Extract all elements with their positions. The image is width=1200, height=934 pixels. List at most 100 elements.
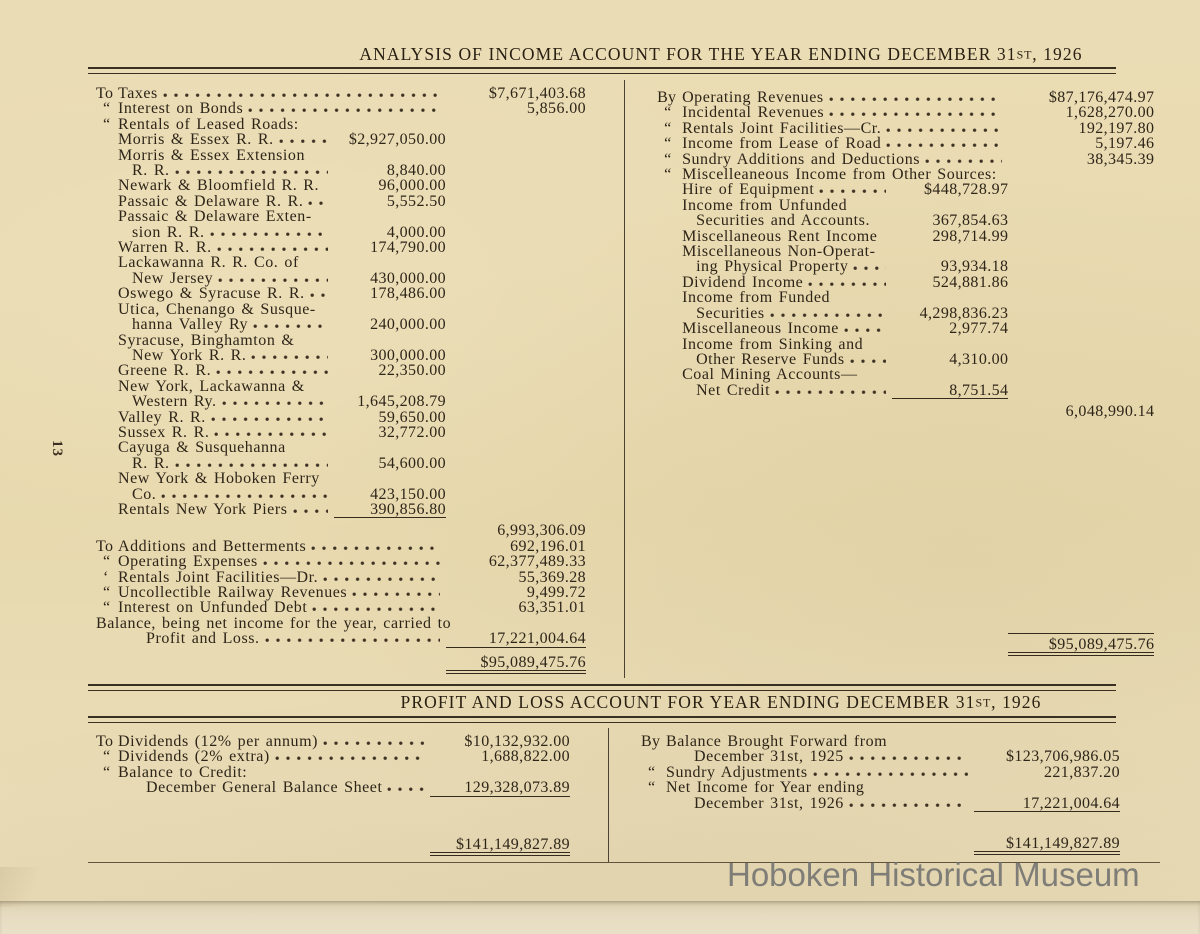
dot-leader xyxy=(216,247,329,253)
ledger-row: Profit and Loss. 17,221,004.64 xyxy=(96,630,587,648)
row-spacer xyxy=(123,530,440,535)
ledger-row: 6,048,990.14 xyxy=(657,403,1154,419)
dot-leader xyxy=(214,431,329,437)
ledger-row: Securities and Accounts. 367,854.63 xyxy=(657,212,1154,230)
row-spacer xyxy=(687,644,1002,649)
row-label: Securities and Accounts. xyxy=(696,212,871,230)
watermark: Hoboken Historical Museum xyxy=(727,856,1140,893)
ledger-row: Morris & Essex R. R. $2,927,050.00 xyxy=(96,132,586,148)
row-amount: 54,600.00 xyxy=(378,454,447,472)
row-amount: 221,837.20 xyxy=(1044,763,1120,781)
row-prefix: By xyxy=(641,733,661,750)
row-label: New Jersey xyxy=(132,269,214,287)
dot-leader xyxy=(174,170,329,176)
dot-leader xyxy=(819,189,887,195)
row-label: Sundry Additions and Deductions xyxy=(682,150,921,168)
ledger-row: Income from Sinking and xyxy=(657,336,1154,352)
row-spacer xyxy=(852,205,1148,210)
row-label: Balance to Credit: xyxy=(118,763,248,781)
row-amount: 1,645,208.79 xyxy=(357,393,447,411)
ledger-row: “ Dividends (2% extra) 1,688,822.00 xyxy=(96,749,570,765)
row-label: Dividends (12% per annum) xyxy=(118,733,318,750)
dot-leader xyxy=(262,561,441,567)
ledger-row: sion R. R. 4,000.00 xyxy=(96,223,586,241)
ledger-row: By Operating Revenues $87,176,474.97 xyxy=(657,89,1154,106)
dot-leader xyxy=(775,389,887,395)
row-label: Morris & Essex Extension xyxy=(118,146,306,164)
dot-leader xyxy=(253,324,329,330)
row-amount: 8,751.54 xyxy=(892,382,1009,400)
income-title-text: ANALYSIS OF INCOME ACCOUNT FOR THE YEAR … xyxy=(359,44,1017,64)
row-spacer xyxy=(252,772,564,777)
row-prefix: “ xyxy=(103,115,111,133)
row-label: ing Physical Property xyxy=(696,258,849,276)
dot-leader xyxy=(925,158,1003,164)
row-label: December General Balance Sheet xyxy=(146,779,383,797)
ledger-row: $95,089,475.76 xyxy=(96,654,587,675)
row-label: Additions and Betterments xyxy=(118,537,307,555)
row-amount: 96,000.00 xyxy=(378,177,447,195)
row-label: Interest on Unfunded Debt xyxy=(118,599,308,617)
row-label: Other Reserve Funds xyxy=(696,350,845,368)
ledger-row: “ Sundry Additions and Deductions 38,345.3… xyxy=(657,150,1154,168)
dot-leader xyxy=(209,231,329,237)
row-label: Profit and Loss. xyxy=(146,630,260,648)
ledger-row: Utica, Chenango & Susque- xyxy=(96,301,586,317)
row-prefix: “ xyxy=(648,779,656,797)
row-label: Securities xyxy=(696,304,765,322)
ledger-row: “ Uncollectible Railway Revenues 9,499.72 xyxy=(96,584,586,600)
row-label: Miscellaneous Rent Income xyxy=(682,227,878,245)
row-amount: $123,706,986.05 xyxy=(1006,748,1120,766)
ledger-row: Warren R. R. 174,790.00 xyxy=(96,239,586,257)
dot-leader xyxy=(221,401,329,407)
ledger-row: Securities 4,298,836.23 xyxy=(657,304,1154,322)
row-label: Income from Unfunded xyxy=(682,196,848,214)
ledger-row: “ Operating Expenses 62,377,489.33 xyxy=(96,553,587,571)
pl-title-text: PROFIT AND LOSS ACCOUNT FOR YEAR ENDING … xyxy=(400,692,976,712)
ledger-row: Syracuse, Binghamton & xyxy=(96,332,586,348)
income-account-title: ANALYSIS OF INCOME ACCOUNT FOR THE YEAR … xyxy=(88,44,1200,65)
dot-leader xyxy=(848,802,968,808)
row-amount: 174,790.00 xyxy=(370,239,447,257)
income-credits-column: By Operating Revenues $87,176,474.97 “ Incid… xyxy=(624,80,1168,678)
dot-leader xyxy=(308,200,329,206)
row-label: Income from Lease of Road xyxy=(682,135,882,153)
row-amount: 62,377,489.33 xyxy=(488,553,587,571)
ledger-row: “ Balance to Credit: xyxy=(96,763,570,781)
row-label: December 31st, 1926 xyxy=(694,794,844,812)
row-label: Warren R. R. xyxy=(118,239,212,257)
dot-leader xyxy=(808,281,887,287)
ledger-row: Morris & Essex Extension xyxy=(96,146,586,164)
row-prefix: To xyxy=(96,733,114,750)
row-spacer xyxy=(123,662,440,667)
row-amount: 5,197.46 xyxy=(1095,135,1155,153)
row-prefix: “ xyxy=(103,599,111,617)
row-label: Operating Revenues xyxy=(682,89,824,106)
ledger-row: Income from Funded xyxy=(657,290,1154,306)
row-amount: 300,000.00 xyxy=(370,346,447,364)
ledger-row: Miscellaneous Income 2,977.74 xyxy=(657,320,1154,336)
ledger-row: Hire of Equipment $448,728.97 xyxy=(657,181,1154,199)
row-label: Hire of Equipment xyxy=(682,181,815,199)
row-amount: 6,993,306.09 xyxy=(497,522,587,540)
row-spacer xyxy=(291,447,580,452)
dot-leader xyxy=(292,508,329,514)
dot-leader xyxy=(848,756,968,762)
row-label: Passaic & Delaware Exten- xyxy=(118,208,312,226)
row-amount: 4,310.00 xyxy=(949,350,1009,368)
row-amount: 93,934.18 xyxy=(940,258,1009,276)
ledger-row: Lackawanna R. R. Co. of xyxy=(96,255,586,271)
row-spacer xyxy=(325,478,580,483)
row-label: Balance Brought Forward from xyxy=(666,733,888,750)
row-label: sion R. R. xyxy=(132,223,205,241)
row-prefix: “ xyxy=(664,119,672,137)
row-spacer xyxy=(456,623,580,628)
ledger-row: Oswego & Syracuse R. R. 178,486.00 xyxy=(96,285,586,303)
row-label: Interest on Bonds xyxy=(118,100,244,118)
ledger-row: New York R. R. 300,000.00 xyxy=(96,346,586,364)
row-amount: $95,089,475.76 xyxy=(1008,632,1155,657)
dot-leader xyxy=(216,370,329,376)
row-label: Oswego & Syracuse R. R. xyxy=(118,285,305,303)
dot-leader xyxy=(309,293,329,299)
